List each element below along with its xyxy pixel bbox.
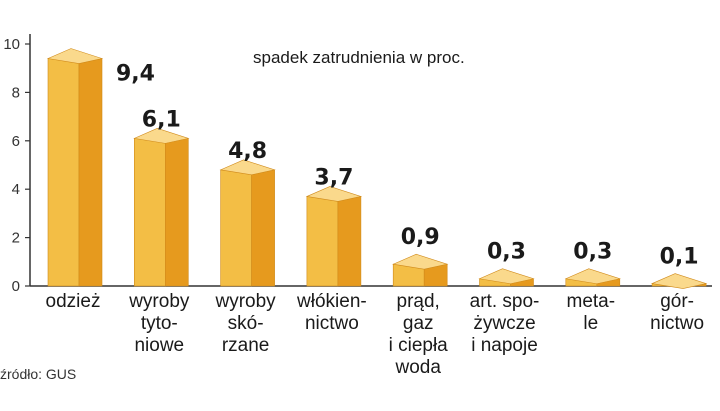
bar-side [337, 196, 362, 287]
y-tick-label: 4 [12, 181, 20, 198]
category-label: wyroby skó-rzane [215, 291, 277, 356]
category-label-line: gór- [660, 291, 694, 312]
category-label: meta-le [567, 291, 616, 334]
bar [651, 273, 708, 289]
value-label: 6,1 [142, 107, 181, 132]
bar [564, 268, 621, 287]
category-label-line: wyroby [215, 291, 277, 312]
category-label-line: gaz [403, 313, 434, 334]
bar-top [219, 159, 276, 176]
value-label: 0,1 [660, 245, 699, 270]
bar [478, 268, 535, 287]
bar-front [134, 138, 166, 287]
category-label-line: rzane [222, 335, 270, 356]
bar-top [46, 48, 104, 64]
bar-top [392, 253, 449, 270]
bar-side [78, 58, 103, 287]
bar [46, 48, 104, 287]
bar [392, 253, 449, 287]
category-label-line: i napoje [471, 335, 538, 356]
bar [133, 128, 190, 287]
category-label: włókien-nictwo [296, 291, 367, 334]
y-tick-label: 6 [12, 133, 20, 150]
bar-front [220, 169, 252, 287]
value-label: 0,3 [573, 240, 612, 265]
category-label-line: meta- [567, 291, 616, 312]
y-tick-label: 2 [12, 230, 20, 247]
y-tick-label: 10 [3, 36, 20, 53]
bar-top [133, 128, 190, 144]
category-label-line: art. spo- [470, 291, 540, 312]
category-label-line: żywcze [473, 313, 535, 334]
category-label-line: tyto- [141, 313, 178, 334]
bar-top [651, 273, 708, 289]
chart-subtitle: spadek zatrudnienia w proc. [253, 48, 465, 67]
bar-top [564, 268, 621, 285]
value-label: 9,4 [116, 62, 155, 87]
bar-side [165, 138, 189, 287]
category-label-line: niowe [134, 335, 184, 356]
category-label-line: le [583, 313, 598, 334]
value-label: 4,8 [228, 139, 267, 164]
bar [219, 159, 276, 287]
bar [305, 186, 363, 287]
y-tick-label: 0 [12, 278, 20, 295]
value-label: 3,7 [314, 165, 353, 190]
bar-front [306, 196, 339, 287]
category-label: art. spo-żywcze i napoje [470, 291, 540, 356]
category-label: wyroby tyto-niowe [128, 291, 190, 356]
bar-front [47, 58, 80, 287]
bar-top [478, 268, 535, 285]
category-label-line: nictwo [650, 313, 704, 334]
source-note: źródło: GUS [0, 366, 76, 382]
bar-top [305, 186, 363, 202]
value-label: 0,3 [487, 240, 526, 265]
y-tick-label: 8 [12, 84, 20, 101]
value-label: 0,9 [401, 225, 440, 250]
category-label-line: odzież [46, 291, 101, 312]
category-label-line: prąd, [397, 291, 440, 312]
category-label-line: woda [394, 357, 441, 378]
category-label-line: i ciepła [389, 335, 449, 356]
category-label-line: nictwo [305, 313, 359, 334]
category-label: odzież [46, 291, 101, 312]
bar-side [251, 169, 275, 287]
category-label-line: skó- [228, 313, 264, 334]
bars [46, 48, 708, 289]
category-label-line: wyroby [128, 291, 190, 312]
category-label: prąd, gaz i ciepła woda [389, 291, 449, 378]
category-label: gór-nictwo [650, 291, 704, 334]
category-label-line: włókien- [296, 291, 367, 312]
